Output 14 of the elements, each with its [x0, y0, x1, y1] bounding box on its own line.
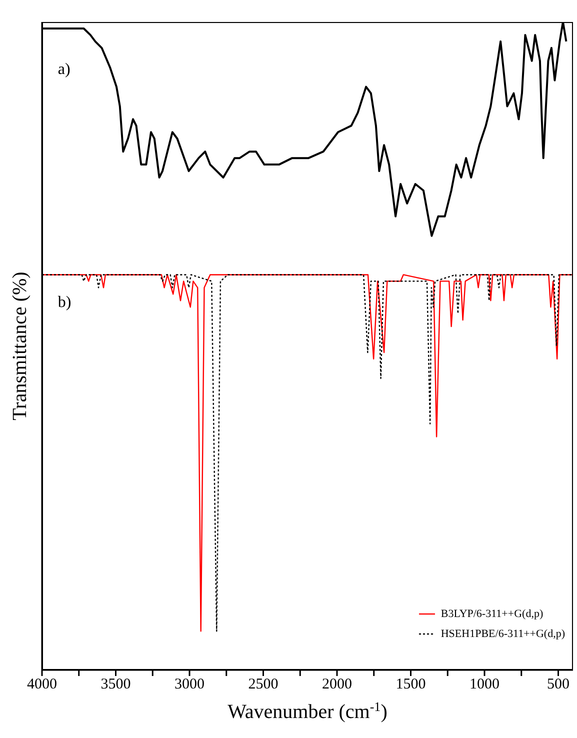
annotation: b) — [58, 294, 72, 312]
legend-label: HSEH1PBE/6-311++G(d,p) — [440, 628, 565, 640]
y-axis-title: Transmittance (%) — [9, 272, 31, 420]
x-tick-label: 500 — [547, 676, 570, 693]
x-tick-label: 3500 — [100, 676, 131, 693]
x-tick-label: 2500 — [248, 676, 278, 693]
x-tick-label: 2000 — [322, 676, 352, 693]
x-tick-label: 1000 — [470, 676, 500, 693]
x-tick-label: 1500 — [396, 676, 426, 693]
annotation: a) — [58, 60, 70, 79]
x-axis-title: Wavenumber (cm$^{-1}$) — [228, 698, 388, 723]
legend-label: B3LYP/6-311++G(d,p) — [440, 608, 544, 620]
x-tick-label: 4000 — [27, 676, 57, 693]
x-tick-label: 3000 — [174, 676, 204, 693]
